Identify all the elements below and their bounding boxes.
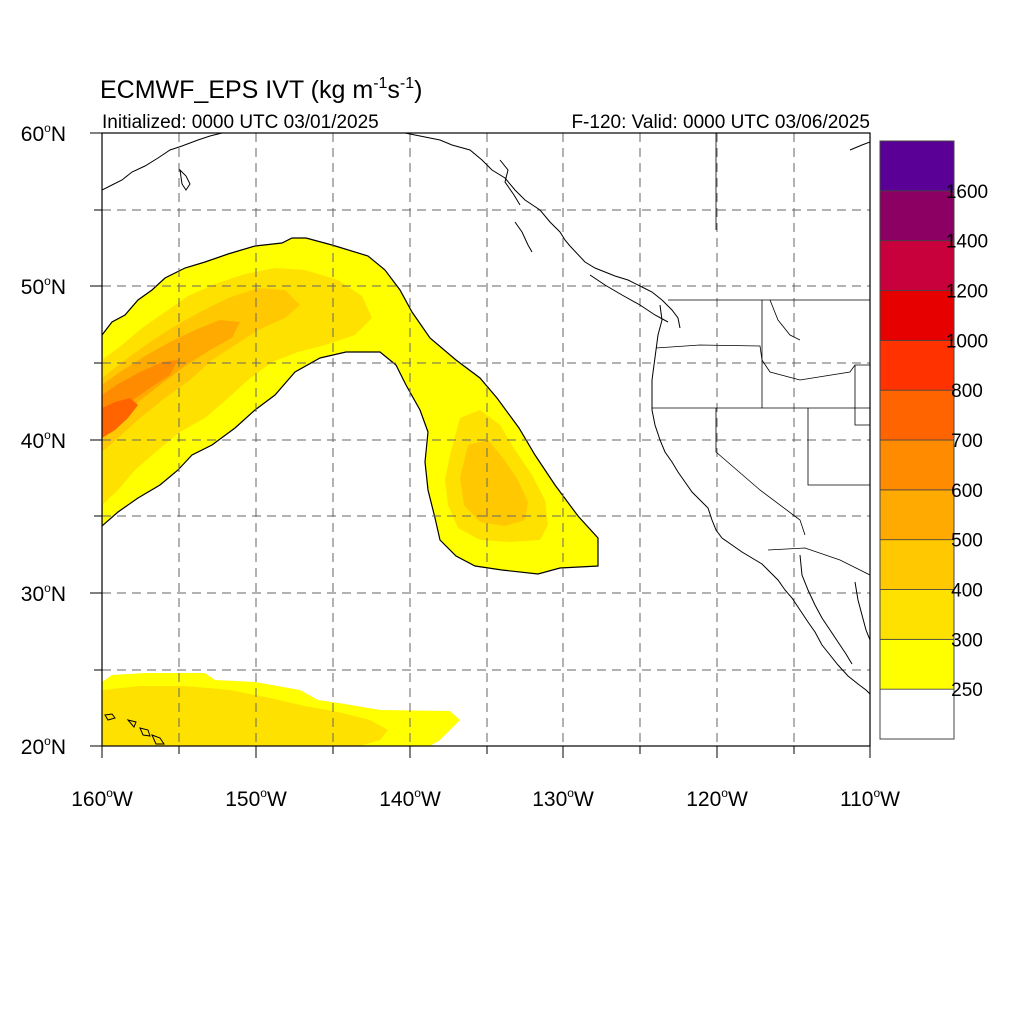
gulf-of-alaska-coast (404, 133, 571, 247)
lat-label-20: 20oN (21, 734, 66, 759)
lat-label-60: 60oN (21, 121, 66, 146)
plot-area (102, 133, 870, 746)
lon-label-140: 140oW (379, 786, 441, 811)
graticule (102, 133, 870, 746)
ivt-contour-300 (102, 268, 372, 505)
axis-ticks (90, 132, 871, 758)
lon-label-130: 130oW (532, 786, 594, 811)
colorbar-swatch (879, 240, 955, 291)
west-coast (651, 304, 870, 695)
colorbar-swatch (879, 688, 955, 740)
figure-title: ECMWF_EPS IVT (kg m-1s-1) (100, 75, 422, 104)
colorbar-frame (879, 140, 955, 740)
political-boundaries (652, 133, 870, 576)
colorbar-swatch (879, 638, 955, 690)
init-time-label: Initialized: 0000 UTC 03/01/2025 (102, 112, 379, 133)
ivt-subtropical-300 (102, 686, 388, 746)
colorbar-label: 250 (951, 680, 983, 701)
ivt-contour-600 (102, 360, 178, 428)
latitude-labels: 60oN 50oN 40oN 30oN 20oN (21, 121, 66, 759)
colorbar-label: 1600 (946, 182, 988, 203)
gulf-of-california-coast (799, 554, 853, 665)
colorbar-swatch (879, 140, 955, 192)
lon-label-150: 150oW (225, 786, 287, 811)
colorbar-swatch (879, 439, 955, 491)
colorbar-swatch (879, 539, 955, 590)
colorbar: 250 300 400 500 600 700 800 1000 1200 1400 1600 (879, 140, 988, 740)
colorbar-swatch (879, 489, 955, 541)
ivt-contour-500 (102, 320, 240, 432)
colorbar-label: 1000 (946, 331, 988, 352)
colorbar-label: 600 (951, 481, 983, 502)
lon-label-160: 160oW (71, 786, 133, 811)
hawaii-islands (104, 713, 165, 745)
us-mexico-border (767, 547, 870, 576)
colorbar-swatch (879, 290, 955, 341)
lat-label-40: 40oN (21, 428, 66, 453)
bc-coast (569, 245, 681, 329)
colorbar-label: 400 (951, 581, 983, 602)
ivt-contour-700 (102, 398, 138, 438)
coastlines (102, 133, 870, 745)
colorbar-swatch (879, 589, 955, 640)
colorbar-label: 1400 (946, 232, 988, 253)
colorbar-swatch (879, 190, 955, 242)
colorbar-label: 500 (951, 531, 983, 552)
longitude-labels: 160oW 150oW 140oW 130oW 120oW 110oW (71, 786, 900, 811)
lat-label-50: 50oN (21, 274, 66, 299)
alaska-peninsula-coast (102, 133, 223, 191)
ivt-shading (102, 237, 599, 746)
colorbar-label: 1200 (946, 282, 988, 303)
lon-label-120: 120oW (686, 786, 748, 811)
colorbar-swatch (879, 339, 955, 391)
colorbar-label: 800 (951, 381, 983, 402)
colorbar-label: 300 (951, 630, 983, 651)
lon-label-110: 110oW (840, 786, 900, 811)
colorbar-label: 700 (951, 431, 983, 452)
lat-label-30: 30oN (21, 581, 66, 606)
colorbar-swatch (879, 389, 955, 441)
valid-time-label: F-120: Valid: 0000 UTC 03/06/2025 (571, 112, 870, 133)
ivt-contour-400 (102, 288, 300, 452)
ivt-contour-400-south (460, 440, 528, 526)
